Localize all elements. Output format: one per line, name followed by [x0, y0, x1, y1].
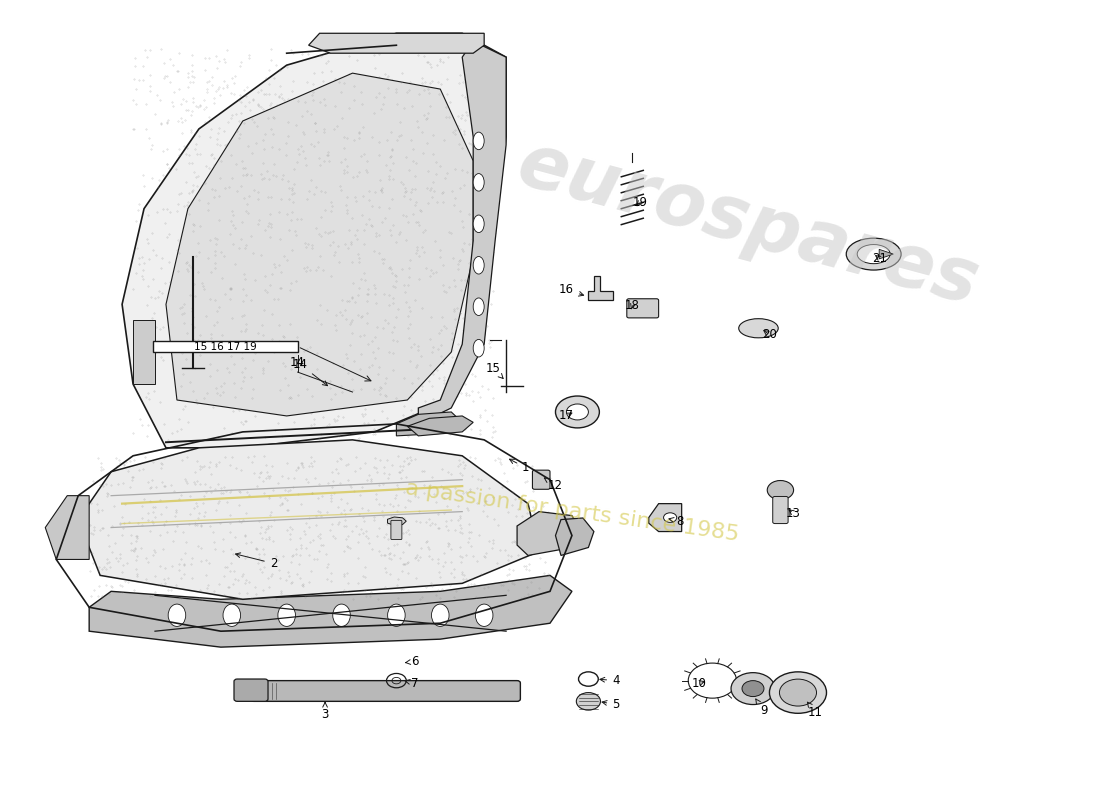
Polygon shape — [89, 575, 572, 647]
Text: 15 16 17 19: 15 16 17 19 — [194, 342, 256, 351]
Polygon shape — [418, 42, 506, 424]
Polygon shape — [407, 416, 473, 436]
Circle shape — [732, 673, 774, 705]
Text: 1: 1 — [509, 459, 529, 474]
Circle shape — [769, 672, 826, 714]
Circle shape — [663, 513, 676, 522]
FancyBboxPatch shape — [532, 470, 550, 490]
Text: 17: 17 — [559, 410, 574, 422]
FancyBboxPatch shape — [772, 497, 788, 523]
Polygon shape — [517, 512, 583, 555]
Polygon shape — [879, 250, 893, 259]
Text: 13: 13 — [786, 506, 801, 520]
Ellipse shape — [473, 257, 484, 274]
Circle shape — [556, 396, 600, 428]
Polygon shape — [133, 320, 155, 384]
Ellipse shape — [846, 238, 901, 270]
Ellipse shape — [475, 604, 493, 626]
Text: 10: 10 — [692, 677, 706, 690]
Text: 9: 9 — [756, 699, 768, 718]
Text: 16: 16 — [559, 283, 584, 297]
Text: 12: 12 — [544, 478, 563, 492]
Circle shape — [566, 404, 588, 420]
Ellipse shape — [223, 604, 241, 626]
Polygon shape — [78, 440, 539, 599]
Text: 8: 8 — [669, 514, 683, 528]
Polygon shape — [309, 34, 484, 54]
Ellipse shape — [168, 604, 186, 626]
Polygon shape — [387, 517, 406, 526]
Ellipse shape — [473, 174, 484, 191]
Polygon shape — [45, 496, 89, 559]
Text: 18: 18 — [625, 299, 640, 313]
Text: 7: 7 — [405, 677, 419, 690]
Text: 11: 11 — [807, 702, 823, 719]
Ellipse shape — [739, 318, 778, 338]
Polygon shape — [588, 277, 613, 300]
Circle shape — [742, 681, 764, 697]
Text: 4: 4 — [600, 674, 619, 687]
Text: 21: 21 — [871, 251, 887, 265]
Polygon shape — [556, 518, 594, 555]
Circle shape — [768, 481, 793, 500]
Text: 14: 14 — [290, 356, 305, 369]
Polygon shape — [396, 412, 462, 436]
Polygon shape — [166, 73, 473, 416]
Ellipse shape — [332, 604, 350, 626]
Circle shape — [576, 693, 601, 710]
Text: 19: 19 — [632, 196, 648, 209]
Ellipse shape — [431, 604, 449, 626]
Text: 6: 6 — [406, 655, 419, 668]
Circle shape — [780, 679, 816, 706]
FancyBboxPatch shape — [234, 679, 268, 702]
Text: 20: 20 — [762, 328, 777, 341]
Ellipse shape — [473, 298, 484, 315]
Ellipse shape — [278, 604, 296, 626]
Ellipse shape — [473, 132, 484, 150]
Polygon shape — [122, 34, 506, 448]
Text: eurospares: eurospares — [509, 128, 986, 322]
Text: 14: 14 — [293, 358, 328, 386]
Text: a passion for parts since 1985: a passion for parts since 1985 — [404, 478, 740, 545]
FancyBboxPatch shape — [251, 681, 520, 702]
FancyBboxPatch shape — [627, 298, 659, 318]
Ellipse shape — [387, 604, 405, 626]
Polygon shape — [649, 504, 682, 531]
Text: 15: 15 — [485, 362, 503, 378]
FancyBboxPatch shape — [390, 520, 402, 539]
Ellipse shape — [473, 339, 484, 357]
Text: 5: 5 — [602, 698, 619, 711]
Text: 3: 3 — [321, 702, 329, 722]
Text: 2: 2 — [235, 553, 277, 570]
Bar — [153, 341, 298, 352]
Ellipse shape — [857, 245, 890, 264]
Ellipse shape — [473, 215, 484, 233]
